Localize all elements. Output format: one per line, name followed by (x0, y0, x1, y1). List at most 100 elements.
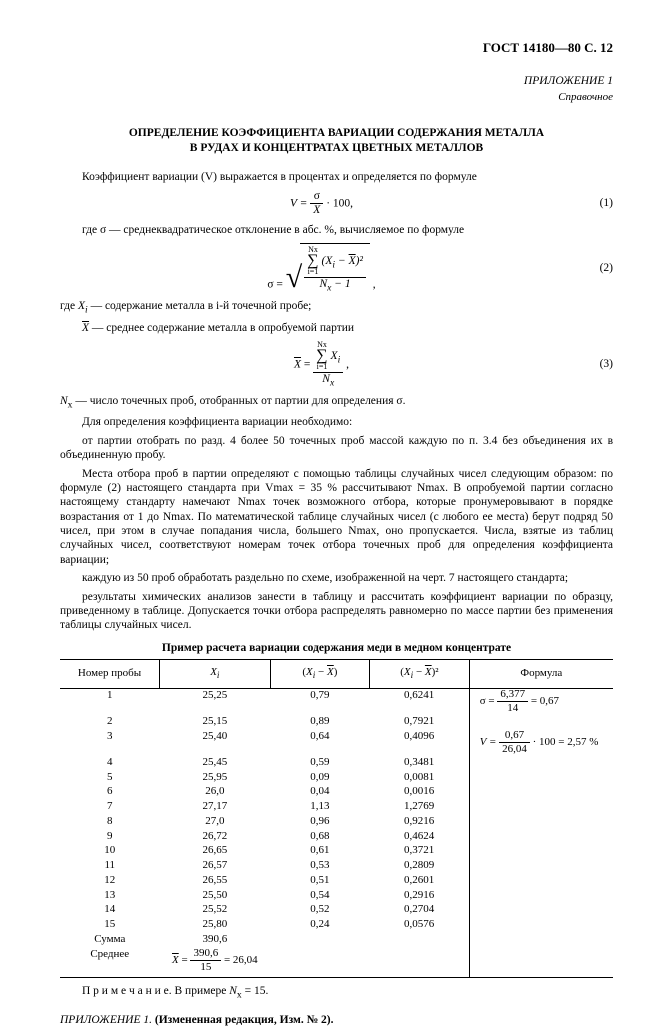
table-row: 225,150,890,7921 (60, 715, 613, 730)
table-body: 125,250,790,6241σ = 6,37714 = 0,67225,15… (60, 688, 613, 977)
f3-sumbot: i=1 (316, 363, 327, 371)
table-cell: 25,95 (160, 770, 271, 785)
table-cell: 1,13 (270, 800, 370, 815)
avg-val: X = 390,615 = 26,04 (160, 947, 271, 977)
formula-cell (469, 755, 613, 770)
table-cell: 9 (60, 829, 160, 844)
table-cell: 0,2809 (370, 859, 470, 874)
formula-cell (469, 888, 613, 903)
table-cell: 0,89 (270, 715, 370, 730)
table-cell: 11 (60, 859, 160, 874)
table-cell: 0,2704 (370, 903, 470, 918)
data-table: Номер пробы Xi (Xi − X) (Xi − X)² Формул… (60, 659, 613, 978)
col-formula: Формула (469, 660, 613, 689)
formula-cell: σ = 6,37714 = 0,67 (469, 688, 613, 715)
table-cell: 25,25 (160, 688, 271, 715)
table-cell: 0,24 (270, 918, 370, 933)
table-row: 827,00,960,9216 (60, 814, 613, 829)
para-4: Места отбора проб в партии определяют с … (60, 467, 613, 568)
table-cell: 3 (60, 729, 160, 755)
table-cell: 0,04 (270, 785, 370, 800)
footer-line: ПРИЛОЖЕНИЕ 1. (Измененная редакция, Изм.… (60, 1013, 613, 1027)
f3-eqnum: (3) (583, 357, 613, 371)
sum-label: Сумма (60, 932, 160, 947)
table-cell: 0,0016 (370, 785, 470, 800)
table-cell: 5 (60, 770, 160, 785)
table-cell: 0,51 (270, 873, 370, 888)
table-cell: 12 (60, 873, 160, 888)
avg-label: Среднее (60, 947, 160, 977)
table-cell: 7 (60, 800, 160, 815)
table-cell: 0,4624 (370, 829, 470, 844)
formula-cell (469, 800, 613, 815)
table-cell: 27,0 (160, 814, 271, 829)
col-diff: (Xi − X) (270, 660, 370, 689)
appendix-title: ПРИЛОЖЕНИЕ 1 (60, 74, 613, 88)
f2-eqnum: (2) (583, 261, 613, 275)
table-row: 1026,650,610,3721 (60, 844, 613, 859)
para-intro: Коэффициент вариации (V) выражается в пр… (60, 170, 613, 184)
table-row: 1126,570,530,2809 (60, 859, 613, 874)
table-cell: 0,0576 (370, 918, 470, 933)
table-cell: 26,72 (160, 829, 271, 844)
table-cell: 0,09 (270, 770, 370, 785)
f1-den: X (310, 204, 323, 217)
table-row-avg: СреднееX = 390,615 = 26,04 (60, 947, 613, 977)
f3-tail: , (346, 358, 349, 370)
table-cell: 0,2916 (370, 888, 470, 903)
where-xbar: X — среднее содержание металла в опробуе… (60, 321, 613, 335)
table-cell: 26,55 (160, 873, 271, 888)
col-num: Номер пробы (60, 660, 160, 689)
formula-cell (469, 844, 613, 859)
f1-tail: · 100, (326, 197, 353, 209)
table-cell: 25,45 (160, 755, 271, 770)
table-header-row: Номер пробы Xi (Xi − X) (Xi − X)² Формул… (60, 660, 613, 689)
para-2: Для определения коэффициента вариации не… (60, 415, 613, 429)
f2-den: Nx − 1 (304, 278, 366, 293)
table-cell: 1,2769 (370, 800, 470, 815)
table-row: 727,171,131,2769 (60, 800, 613, 815)
formula-cell (469, 770, 613, 785)
table-cell: 0,3481 (370, 755, 470, 770)
table-cell: 0,0081 (370, 770, 470, 785)
where-sigma: где σ — среднеквадратическое отклонение … (60, 223, 613, 237)
formula-3: X = Nx ∑ i=1 Xi Nx , (3) (60, 341, 613, 388)
f2-lhs: σ = (267, 278, 283, 290)
formula-cell (469, 785, 613, 800)
f1-num: σ (310, 191, 323, 205)
table-row: 125,250,790,6241σ = 6,37714 = 0,67 (60, 688, 613, 715)
table-row: 926,720,680,4624 (60, 829, 613, 844)
f2-sumbot: i=1 (307, 268, 318, 276)
f2-tail: , (373, 278, 376, 290)
formula-cell (469, 903, 613, 918)
table-cell: 0,68 (270, 829, 370, 844)
table-cell: 0,54 (270, 888, 370, 903)
table-cell: 26,65 (160, 844, 271, 859)
table-cell: 6 (60, 785, 160, 800)
table-row: 1525,800,240,0576 (60, 918, 613, 933)
formula-cell (469, 814, 613, 829)
table-cell: 25,80 (160, 918, 271, 933)
table-row: 1325,500,540,2916 (60, 888, 613, 903)
table-cell: 25,50 (160, 888, 271, 903)
main-title: ОПРЕДЕЛЕНИЕ КОЭФФИЦИЕНТА ВАРИАЦИИ СОДЕРЖ… (60, 126, 613, 156)
table-cell: 0,79 (270, 688, 370, 715)
formula-cell (469, 859, 613, 874)
formula-cell (469, 918, 613, 933)
table-cell: 10 (60, 844, 160, 859)
table-row: 1226,550,510,2601 (60, 873, 613, 888)
f1-eqnum: (1) (583, 196, 613, 210)
table-cell: 0,61 (270, 844, 370, 859)
table-cell: 26,57 (160, 859, 271, 874)
para-3: от партии отобрать по разд. 4 более 50 т… (60, 434, 613, 463)
f1-lhs: V = (290, 197, 307, 209)
table-cell: 26,0 (160, 785, 271, 800)
table-row: 1425,520,520,2704 (60, 903, 613, 918)
table-cell: 0,64 (270, 729, 370, 755)
para-5: каждую из 50 проб обработать раздельно п… (60, 571, 613, 585)
sigma-icon-2: ∑ (316, 349, 327, 363)
formula-cell (469, 829, 613, 844)
appendix-subtitle: Справочное (60, 91, 613, 105)
table-row: 325,400,640,4096V = 0,6726,04 · 100 = 2,… (60, 729, 613, 755)
table-cell: 0,3721 (370, 844, 470, 859)
